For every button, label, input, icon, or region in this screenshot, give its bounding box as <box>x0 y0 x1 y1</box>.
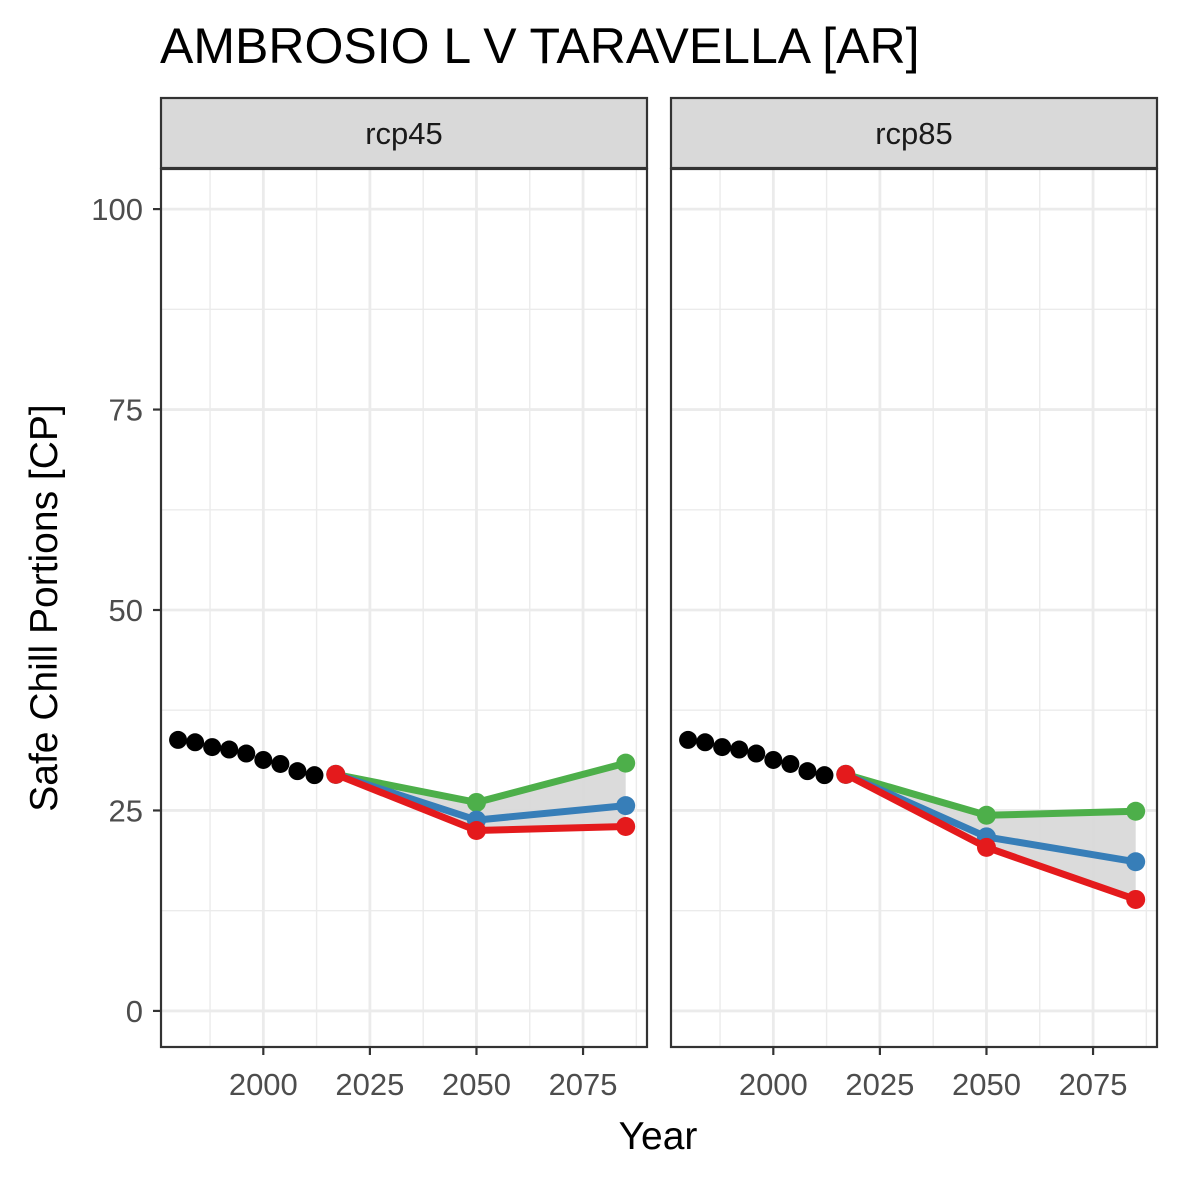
facet-strip-label: rcp85 <box>875 116 953 151</box>
historic-point <box>781 754 800 773</box>
series-point-mid <box>616 796 636 816</box>
panel-background <box>161 169 647 1047</box>
x-tick-label: 2075 <box>549 1067 618 1102</box>
y-tick-label: 100 <box>91 192 143 227</box>
historic-point <box>764 750 783 769</box>
historic-point <box>679 730 698 749</box>
series-point-high <box>466 792 486 812</box>
y-tick-label: 25 <box>109 793 143 828</box>
historic-point <box>271 754 290 773</box>
historic-point <box>747 744 766 763</box>
historic-point <box>186 733 205 752</box>
series-point-low <box>466 821 486 841</box>
facet-strip-label: rcp45 <box>365 116 443 151</box>
panel-background <box>671 169 1157 1047</box>
x-axis-title: Year <box>619 1115 698 1158</box>
chart-title: AMBROSIO L V TARAVELLA [AR] <box>160 18 920 74</box>
historic-point <box>730 740 749 759</box>
series-point-low <box>976 837 996 857</box>
historic-point <box>220 740 239 759</box>
historic-point <box>288 762 307 781</box>
historic-point <box>254 750 273 769</box>
historic-point <box>696 733 715 752</box>
x-tick-label: 2050 <box>952 1067 1021 1102</box>
facet-panel-rcp85: rcp85 2000 2025 2050 2075 <box>669 96 1159 1102</box>
series-point-high <box>976 805 996 825</box>
x-tick-label: 2000 <box>739 1067 808 1102</box>
historic-point <box>798 762 817 781</box>
series-point-mid <box>1126 852 1146 872</box>
series-point-high <box>616 753 636 773</box>
x-tick-label: 2025 <box>845 1067 914 1102</box>
series-point-low <box>836 764 856 784</box>
facet-panel-rcp45: rcp45 2000 2025 2050 2075 0 25 50 75 100 <box>91 96 649 1102</box>
facet-strip <box>159 96 649 170</box>
series-point-low <box>326 764 346 784</box>
historic-point <box>815 766 834 785</box>
facets: rcp45 2000 2025 2050 2075 0 25 50 75 100 rcp85 2000… <box>91 96 1159 1102</box>
x-tick-label: 2050 <box>442 1067 511 1102</box>
series-point-high <box>1126 801 1146 821</box>
y-tick-label: 50 <box>109 593 143 628</box>
x-tick-label: 2025 <box>335 1067 404 1102</box>
historic-point <box>713 738 732 757</box>
y-tick-label: 0 <box>126 994 143 1029</box>
x-tick-label: 2075 <box>1059 1067 1128 1102</box>
historic-point <box>237 744 256 763</box>
facet-strip <box>669 96 1159 170</box>
x-tick-label: 2000 <box>229 1067 298 1102</box>
historic-point <box>169 730 188 749</box>
y-tick-label: 75 <box>109 393 143 428</box>
historic-point <box>203 738 222 757</box>
historic-point <box>305 766 324 785</box>
y-axis-title: Safe Chill Portions [CP] <box>23 404 66 812</box>
series-point-low <box>616 816 636 836</box>
series-point-low <box>1126 889 1146 909</box>
